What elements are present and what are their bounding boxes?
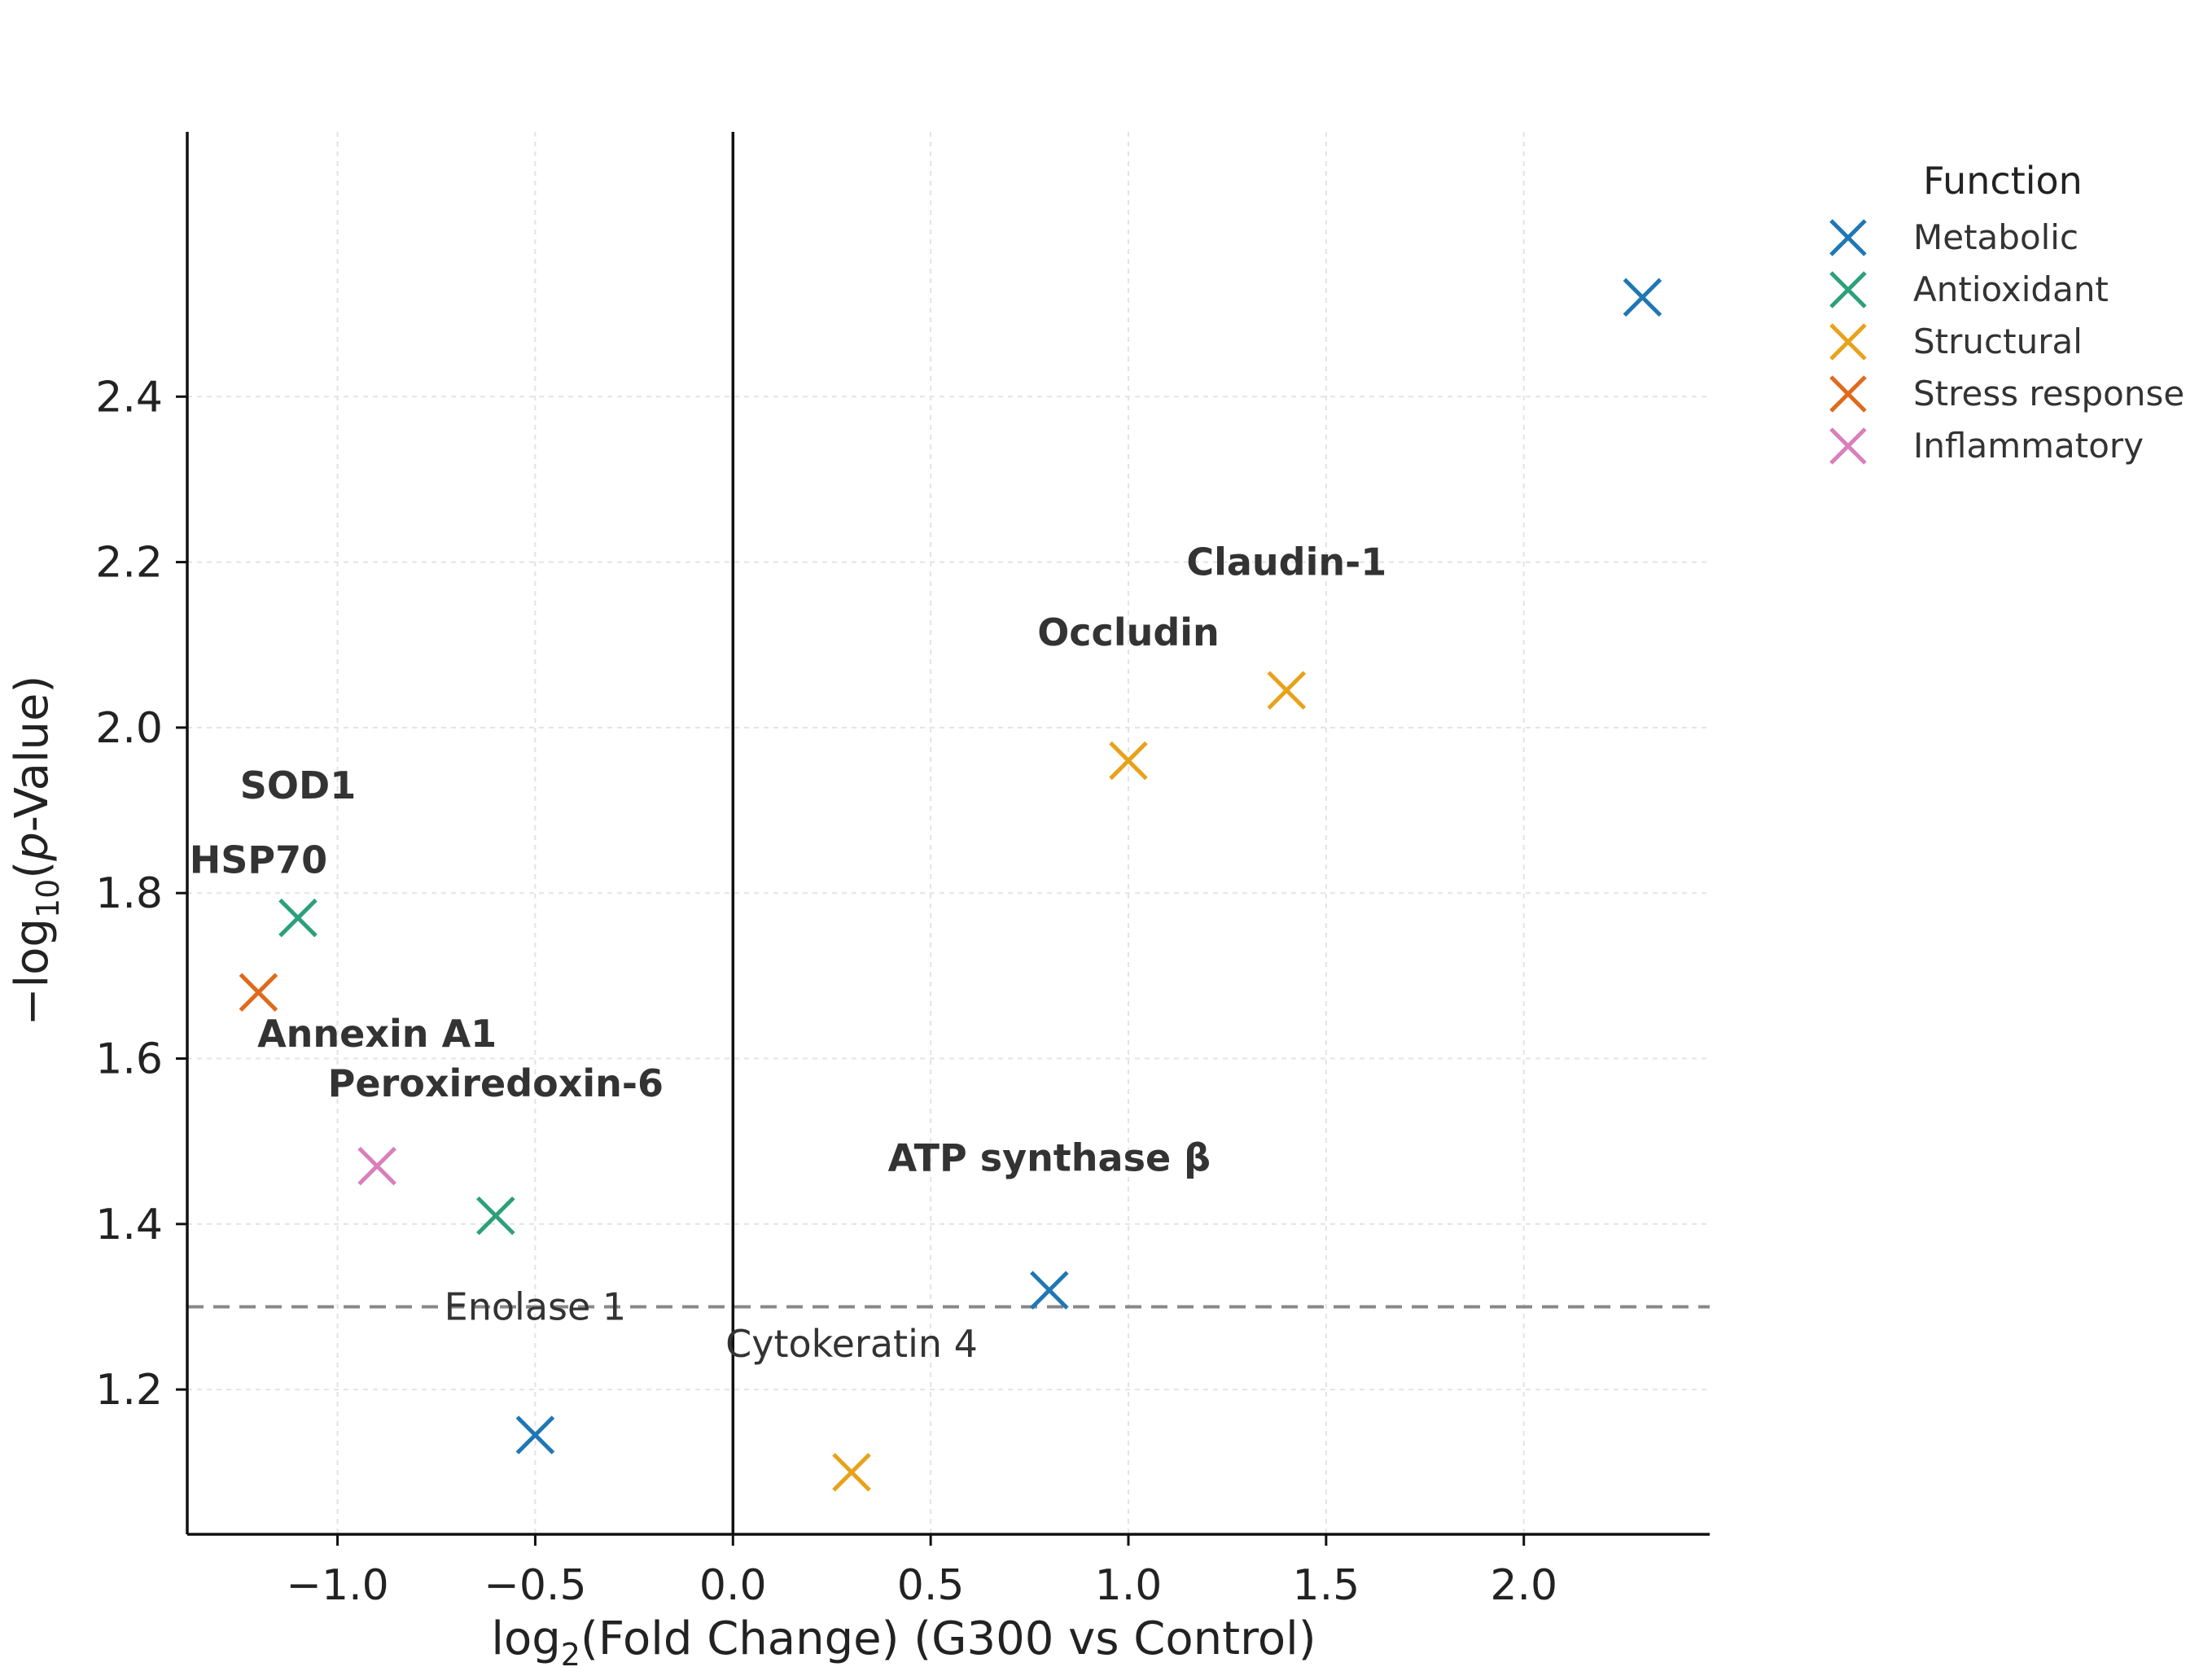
- legend-entry: Inflammatory: [1829, 426, 2144, 466]
- x-axis-ticks: −1.0 −0.5 0.0 0.5 1.0 1.5 2.0: [286, 1534, 1557, 1610]
- marker-stroke: [832, 1452, 871, 1492]
- legend-label: Stress response: [1913, 374, 2184, 413]
- point-label: HSP70: [190, 838, 327, 882]
- data-point: [515, 1415, 555, 1455]
- data-point: [1030, 1271, 1069, 1310]
- x-tick-label: −1.0: [286, 1561, 388, 1610]
- marker-stroke: [476, 1196, 515, 1236]
- x-tick-label: 1.0: [1095, 1561, 1163, 1610]
- marker-stroke: [1829, 427, 1867, 465]
- axes: [186, 132, 1710, 1536]
- marker-stroke: [1829, 323, 1867, 361]
- point-annotations: Glycerol KinaseClaudin-1OccludinSOD1HSP7…: [190, 540, 1386, 1367]
- x-tick-label: 2.0: [1490, 1561, 1557, 1610]
- y-tick-label: 2.0: [95, 704, 163, 753]
- legend-marker: [1829, 427, 1867, 465]
- point-label: Peroxiredoxin-6: [328, 1061, 664, 1105]
- point-label: ATP synthase β: [888, 1135, 1211, 1179]
- point-label: SOD1: [240, 763, 356, 807]
- y-tick-label: 1.2: [95, 1366, 163, 1415]
- legend-title: Function: [1923, 159, 2083, 203]
- point-label: Claudin-1: [1186, 540, 1386, 584]
- marker-stroke: [1829, 375, 1867, 413]
- legend-entry: Stress response: [1829, 374, 2184, 413]
- marker-stroke: [239, 973, 278, 1012]
- data-point: [278, 898, 318, 938]
- y-axis-ticks: 1.2 1.4 1.6 1.8 2.0 2.2 2.4: [95, 373, 187, 1415]
- marker-stroke: [1829, 271, 1867, 308]
- x-axis-title: log2(Fold Change) (G300 vs Control): [491, 1612, 1316, 1673]
- x-tick-label: 0.5: [897, 1561, 965, 1610]
- data-point: [476, 1196, 515, 1236]
- y-tick-label: 2.2: [95, 539, 163, 588]
- data-point: [239, 973, 278, 1012]
- y-tick-label: 1.8: [95, 869, 163, 918]
- legend-label: Metabolic: [1913, 217, 2078, 257]
- marker-stroke: [1030, 1271, 1069, 1310]
- point-label: Annexin A1: [257, 1012, 497, 1056]
- x-tick-label: −0.5: [484, 1561, 586, 1610]
- legend-label: Structural: [1913, 322, 2083, 361]
- marker-stroke: [278, 898, 318, 938]
- y-axis-title: −log10(p-Value): [6, 676, 66, 1026]
- x-tick-label: 1.5: [1293, 1561, 1360, 1610]
- x-tick-label: 0.0: [699, 1561, 767, 1610]
- legend-entry: Metabolic: [1829, 217, 2078, 257]
- marker-stroke: [1267, 671, 1307, 710]
- point-label: Enolase 1: [445, 1284, 627, 1328]
- reference-lines: [187, 132, 1710, 1534]
- data-point: [1267, 671, 1307, 710]
- point-label: Occludin: [1037, 610, 1220, 654]
- legend-marker: [1829, 323, 1867, 361]
- legend-label: Antioxidant: [1913, 269, 2109, 309]
- legend-entry: Antioxidant: [1829, 269, 2109, 309]
- y-tick-label: 1.4: [95, 1201, 163, 1249]
- legend-marker: [1829, 271, 1867, 308]
- marker-stroke: [357, 1146, 396, 1186]
- legend-entry: Structural: [1829, 322, 2083, 361]
- marker-stroke: [1623, 278, 1662, 317]
- data-points: [239, 278, 1662, 1492]
- marker-stroke: [1829, 219, 1867, 256]
- marker-stroke: [1109, 741, 1148, 781]
- data-point: [1623, 278, 1662, 317]
- data-point: [357, 1146, 396, 1186]
- marker-stroke: [515, 1415, 555, 1455]
- y-tick-label: 2.4: [95, 373, 163, 422]
- point-label: Cytokeratin 4: [725, 1322, 978, 1366]
- data-point: [1109, 741, 1148, 781]
- legend-label: Inflammatory: [1913, 426, 2144, 466]
- legend: Function Metabolic Antioxidant Structural S…: [1829, 159, 2184, 466]
- legend-marker: [1829, 375, 1867, 413]
- data-point: [832, 1452, 871, 1492]
- legend-marker: [1829, 219, 1867, 256]
- y-tick-label: 1.6: [95, 1035, 163, 1084]
